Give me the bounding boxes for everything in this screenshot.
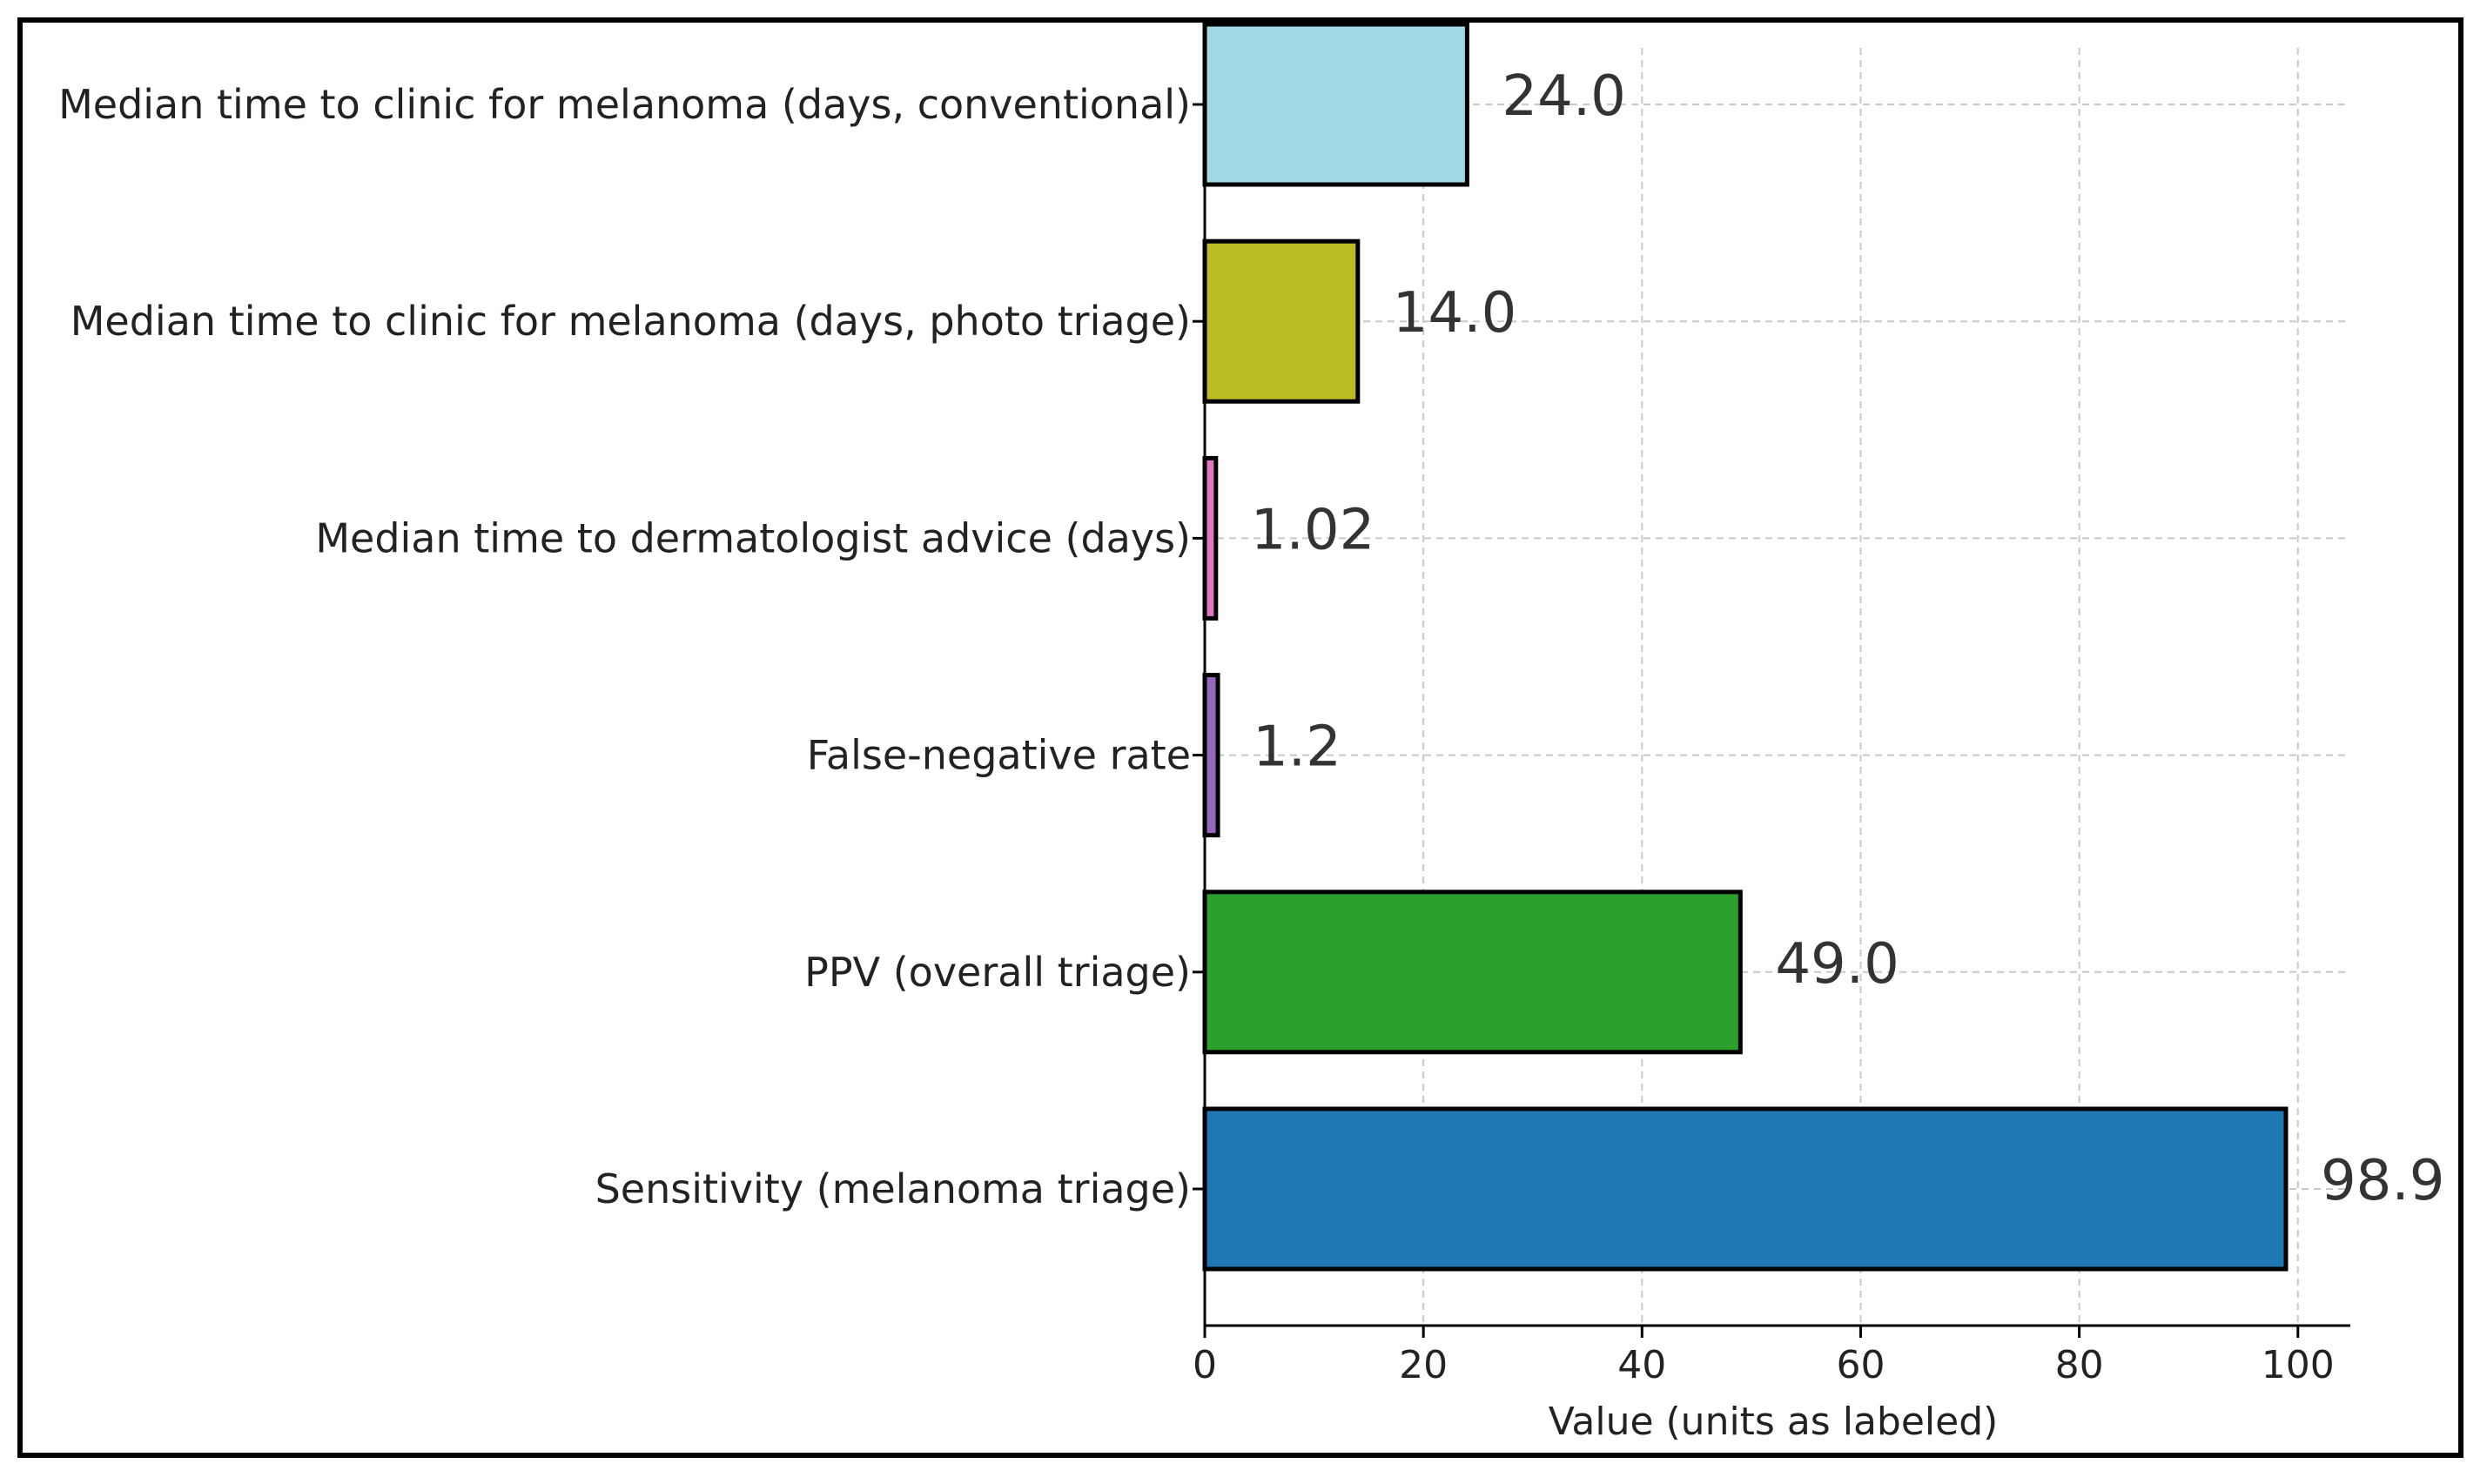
value-label: 1.02 [1251,498,1375,562]
value-label: 49.0 [1775,932,1899,997]
x-tick-label: 40 [1617,1343,1666,1387]
value-label: 14.0 [1393,281,1517,346]
bar [1202,890,1743,1055]
x-tick-label: 0 [1193,1343,1217,1387]
value-labels: 98.9 49.0 1.2 1.02 14.0 24.0 [1251,64,2445,1213]
value-label: 24.0 [1502,64,1626,129]
x-tick-label: 80 [2055,1343,2104,1387]
bars [1202,22,2289,1272]
x-axis-title: Value (units as labeled) [1549,1400,1999,1444]
category-label: PPV (overall triage) [804,949,1191,996]
bar [1202,22,1469,187]
category-labels: Sensitivity (melanoma triage) PPV (overal… [58,81,1191,1212]
bar [1202,1106,2289,1272]
category-label: Median time to dermatologist advice (day… [315,514,1191,561]
category-label: Median time to clinic for melanoma (days… [58,81,1191,128]
bar [1202,455,1219,621]
x-tick-label: 20 [1399,1343,1448,1387]
x-ticks: 0 20 40 60 80 100 [1193,103,2335,1387]
bar [1202,673,1220,838]
category-label: Sensitivity (melanoma triage) [595,1165,1191,1212]
x-tick-label: 100 [2262,1343,2335,1387]
value-label: 1.2 [1253,715,1341,780]
value-label: 98.9 [2321,1149,2445,1213]
category-label: False-negative rate [807,732,1191,779]
category-label: Median time to clinic for melanoma (days… [71,298,1191,345]
bar [1202,238,1361,404]
axes [1203,48,2350,1327]
x-tick-label: 60 [1836,1343,1885,1387]
